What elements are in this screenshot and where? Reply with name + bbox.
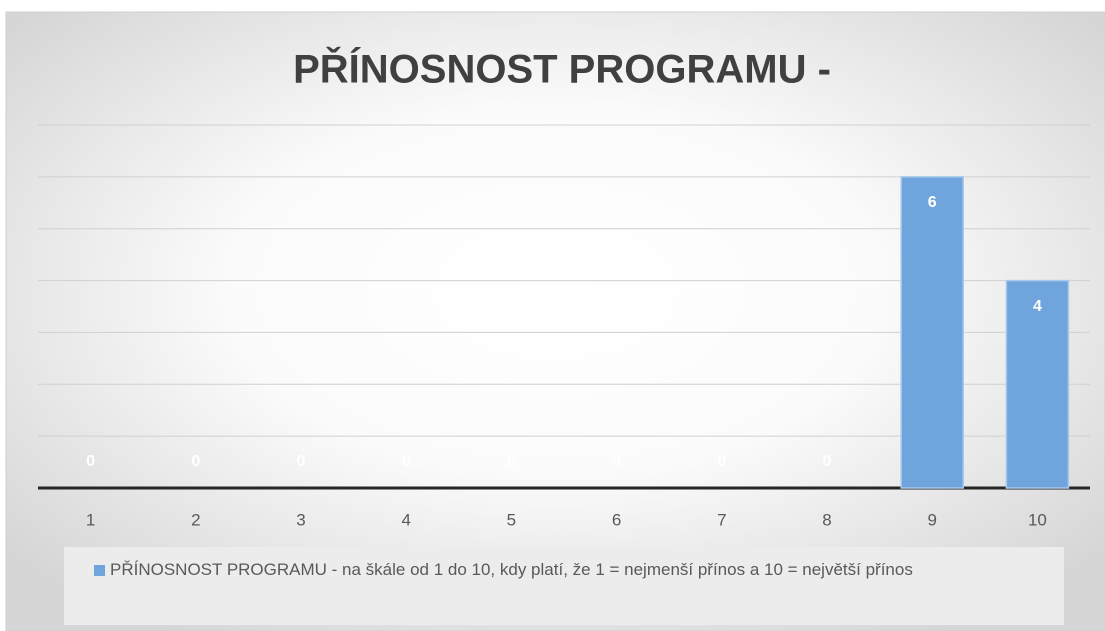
data-label: 4 <box>1033 298 1042 315</box>
x-tick-label: 8 <box>822 510 831 529</box>
legend: PŘÍNOSNOST PROGRAMU - na škále od 1 do 1… <box>64 547 1064 625</box>
x-tick-label: 3 <box>296 510 305 529</box>
chart-title: PŘÍNOSNOST PROGRAMU - <box>293 46 831 92</box>
bar <box>900 176 964 489</box>
data-label: 0 <box>612 453 621 470</box>
data-label: 0 <box>823 453 832 470</box>
bar <box>1005 279 1070 489</box>
x-tick-label: 10 <box>1028 510 1047 529</box>
x-tick-label: 7 <box>717 510 726 529</box>
legend-label: PŘÍNOSNOST PROGRAMU - na škále od 1 do 1… <box>110 560 913 579</box>
x-tick-label: 9 <box>927 510 936 529</box>
data-label: 0 <box>717 453 726 470</box>
data-label: 0 <box>191 453 200 470</box>
data-label: 0 <box>402 453 411 470</box>
data-label: 0 <box>297 453 306 470</box>
data-label: 0 <box>507 453 516 470</box>
x-tick-label: 4 <box>401 510 410 529</box>
legend-key <box>94 565 105 576</box>
x-tick-label: 5 <box>507 510 516 529</box>
data-label: 0 <box>86 453 95 470</box>
data-label: 6 <box>928 194 937 211</box>
x-tick-label: 1 <box>86 510 95 529</box>
x-tick-label: 6 <box>612 510 621 529</box>
x-tick-label: 2 <box>191 510 200 529</box>
